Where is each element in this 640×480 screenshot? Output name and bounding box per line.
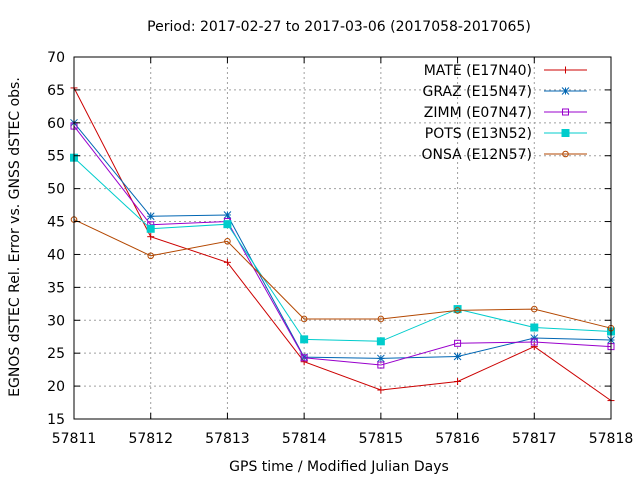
series-line — [73, 122, 612, 359]
legend-marker — [562, 66, 569, 74]
filled-square-marker — [146, 224, 155, 233]
x-tick-label: 57817 — [512, 431, 557, 447]
star-marker-d2 — [561, 87, 570, 95]
open-circle-marker — [377, 315, 385, 323]
open-square-marker — [530, 338, 538, 346]
y-tick-label: 25 — [47, 346, 65, 362]
star-marker-d2 — [223, 211, 232, 219]
filled-square-marker — [223, 220, 232, 229]
open-square-marker — [562, 108, 569, 116]
open-circle-marker — [562, 150, 569, 158]
star-marker-d2 — [453, 352, 462, 361]
data-point — [453, 352, 462, 361]
legend-marker — [562, 150, 569, 158]
data-point — [376, 337, 385, 346]
open-circle-marker — [454, 307, 461, 314]
legend-label: ONSA (E12N57) — [421, 147, 532, 163]
y-tick-label: 40 — [47, 247, 65, 263]
data-point — [454, 307, 461, 314]
data-point — [223, 258, 231, 266]
data-point — [300, 315, 308, 323]
legend-marker — [561, 129, 570, 137]
y-tick-label: 35 — [47, 280, 65, 296]
data-point — [147, 233, 155, 241]
filled-square-marker — [453, 305, 462, 314]
legend-entry: MATE (E17N40) — [424, 63, 587, 79]
star-marker-d2 — [146, 212, 155, 221]
y-tick-label: 60 — [47, 116, 65, 132]
data-point — [530, 323, 539, 332]
data-point — [146, 224, 155, 233]
x-tick-label: 57813 — [205, 431, 250, 447]
data-point — [146, 212, 155, 221]
data-point — [300, 354, 308, 362]
data-point — [454, 377, 462, 385]
data-point — [454, 339, 462, 347]
data-point — [530, 343, 538, 351]
data-point — [377, 386, 385, 394]
legend-marker — [561, 87, 570, 95]
y-tick-label: 15 — [47, 412, 65, 428]
data-point — [530, 334, 539, 342]
series-mate — [70, 84, 615, 405]
y-tick-label: 55 — [47, 149, 65, 165]
legend-entry: ZIMM (E07N47) — [424, 105, 587, 121]
series-line — [73, 125, 612, 366]
y-tick-label: 50 — [47, 182, 65, 198]
x-tick-label: 57811 — [52, 431, 97, 447]
data-point — [453, 305, 462, 314]
x-tick-label: 57818 — [589, 431, 634, 447]
filled-square-marker — [376, 337, 385, 346]
star-marker-d2 — [377, 354, 385, 363]
y-tick-label: 20 — [47, 379, 65, 395]
y-tick-label: 45 — [47, 215, 65, 231]
data-point — [530, 338, 538, 346]
data-point — [377, 354, 385, 363]
legend-entry: ONSA (E12N57) — [421, 147, 587, 163]
legend-entry: POTS (E13N52) — [425, 126, 587, 142]
legend-marker — [562, 108, 569, 116]
open-square-marker — [377, 361, 385, 369]
x-tick-label: 57814 — [282, 431, 327, 447]
y-tick-label: 70 — [47, 50, 65, 66]
data-point — [377, 361, 385, 369]
filled-square-marker — [530, 323, 539, 332]
series-line — [73, 157, 612, 342]
data-point — [530, 305, 538, 313]
data-point — [224, 237, 231, 245]
y-axis-label: EGNOS dSTEC Rel. Error vs. GNSS dSTEC ob… — [7, 77, 23, 397]
x-tick-label: 57812 — [128, 431, 173, 447]
open-circle-marker — [147, 252, 155, 260]
x-tick-label: 57815 — [359, 431, 404, 447]
x-tick-label: 57816 — [435, 431, 480, 447]
legend-label: MATE (E17N40) — [424, 63, 532, 79]
series-onsa — [70, 216, 615, 332]
plot-frame — [73, 56, 612, 420]
y-tick-label: 65 — [47, 83, 65, 99]
series-line — [73, 219, 612, 329]
open-square-marker — [300, 354, 308, 362]
legend-label: POTS (E13N52) — [425, 126, 532, 142]
open-circle-marker — [300, 315, 308, 323]
filled-square-marker — [300, 335, 309, 344]
data-point — [147, 252, 155, 260]
series-pots — [70, 153, 615, 346]
legend-entry: GRAZ (E15N47) — [423, 84, 587, 100]
data-point — [223, 220, 232, 229]
legend-label: ZIMM (E07N47) — [424, 105, 532, 121]
open-square-marker — [454, 339, 462, 347]
chart-title: Period: 2017-02-27 to 2017-03-06 (201705… — [147, 19, 531, 35]
legend-label: GRAZ (E15N47) — [423, 84, 533, 100]
data-point — [223, 211, 232, 219]
y-tick-label: 30 — [47, 313, 65, 329]
open-circle-marker — [224, 237, 231, 245]
filled-square-marker — [561, 129, 570, 137]
open-circle-marker — [530, 305, 538, 313]
series-line — [73, 87, 612, 402]
star-marker-d2 — [530, 334, 539, 342]
x-axis-label: GPS time / Modified Julian Days — [229, 459, 449, 475]
data-point — [300, 335, 309, 344]
data-point — [377, 315, 385, 323]
